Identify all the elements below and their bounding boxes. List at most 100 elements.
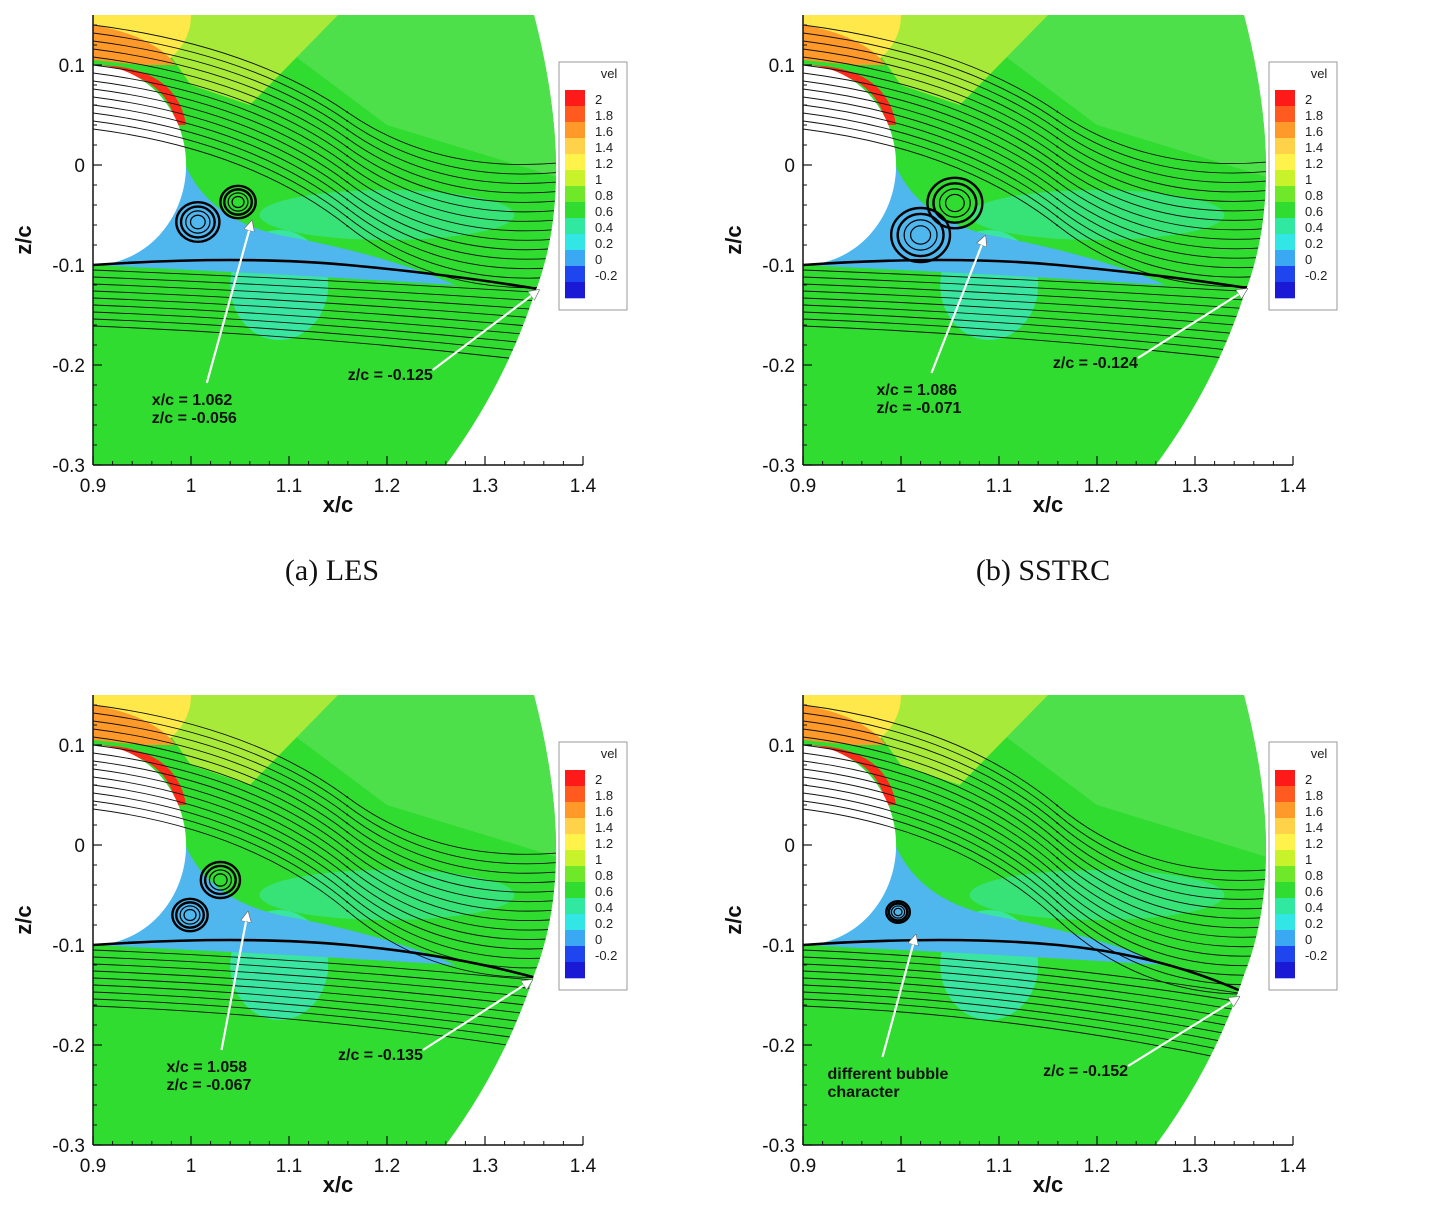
panel-caption: (b) SSTRC xyxy=(976,554,1110,587)
y-tick-label: -0.2 xyxy=(762,1036,795,1057)
legend-label: 0.8 xyxy=(595,868,613,883)
legend-label: -0.2 xyxy=(595,948,617,963)
annotation-arrow xyxy=(432,290,539,371)
y-tick-label: 0 xyxy=(784,836,795,857)
streamline xyxy=(93,720,557,874)
streamline xyxy=(803,311,1267,349)
streamline xyxy=(803,276,1267,304)
legend-swatch xyxy=(565,770,585,787)
x-tick-label: 0.9 xyxy=(80,476,106,497)
yellowgreen-zone xyxy=(852,695,1048,785)
velocity-field xyxy=(803,15,1267,465)
y-tick-label: -0.1 xyxy=(52,936,85,957)
streamline xyxy=(803,736,1267,910)
x-tick-label: 1.2 xyxy=(1084,1156,1110,1177)
annotation-text: x/c = 1.086 xyxy=(877,382,958,399)
annotation-text: z/c = -0.071 xyxy=(877,400,962,417)
legend-swatch xyxy=(565,218,585,235)
shear-patch xyxy=(259,190,515,240)
legend-swatch xyxy=(565,898,585,915)
legend-label: 1.2 xyxy=(1305,156,1323,171)
x-tick-label: 1.2 xyxy=(1084,476,1110,497)
legend-label: 1.4 xyxy=(1305,140,1323,155)
legend-swatch xyxy=(1275,170,1295,187)
annotation-2: z/c = -0.135 xyxy=(338,980,532,1064)
legend-label: 1.6 xyxy=(1305,804,1323,819)
legend-label: 1.8 xyxy=(595,108,613,123)
legend-label: 1.8 xyxy=(1305,788,1323,803)
legend-label: 1.6 xyxy=(1305,124,1323,139)
legend-swatch xyxy=(565,282,585,299)
shear-patch xyxy=(969,870,1225,920)
streamline xyxy=(803,24,1267,165)
x-tick-label: 1 xyxy=(896,476,907,497)
streamline xyxy=(93,40,557,184)
vortex-ring xyxy=(179,905,201,925)
streamlines xyxy=(803,24,1267,367)
legend-label: 0 xyxy=(1305,932,1312,947)
legend-title: vel xyxy=(601,746,618,761)
vortex-ring xyxy=(183,908,197,922)
legend-swatch xyxy=(1275,250,1295,267)
streamline xyxy=(93,48,557,194)
legend-label: 0.6 xyxy=(1305,884,1323,899)
annotation-text: z/c = -0.124 xyxy=(1053,355,1138,372)
annotation-text: z/c = -0.125 xyxy=(348,367,433,384)
vortex-ring xyxy=(189,214,206,230)
vortex-ring xyxy=(903,219,938,251)
y-tick-label: -0.3 xyxy=(52,456,85,477)
streamline xyxy=(93,956,557,995)
legend-label: 1.4 xyxy=(595,140,613,155)
legend-label: 0.8 xyxy=(595,188,613,203)
streamline xyxy=(93,96,557,251)
legend-swatch xyxy=(1275,962,1295,979)
x-tick-label: 1.4 xyxy=(1280,476,1307,497)
legend-label: 0.8 xyxy=(1305,868,1323,883)
streamline xyxy=(93,64,557,213)
x-tick-label: 0.9 xyxy=(790,1156,816,1177)
y-tick-label: 0.1 xyxy=(769,56,795,77)
legend-label: -0.2 xyxy=(1305,268,1327,283)
x-tick-label: 1.1 xyxy=(276,1156,302,1177)
streamline xyxy=(803,949,1267,1003)
legend-label: 1.8 xyxy=(595,788,613,803)
streamline xyxy=(803,80,1267,231)
panel-caption: (a) LES xyxy=(285,554,379,587)
legend-swatch xyxy=(565,154,585,171)
contour-panel-1: 0.9 1 1.1 1.2 1.3 1.4 0.1 0 -0.1 -0.2 -0.3 x/c z/c ve… xyxy=(11,15,628,517)
legend-label: 0 xyxy=(595,252,602,267)
yellowgreen-zone xyxy=(142,15,338,105)
legend-swatch xyxy=(1275,834,1295,851)
legend-label: 0 xyxy=(1305,252,1312,267)
streamline xyxy=(803,96,1267,250)
vortex-ring xyxy=(213,873,228,887)
y-tick-label: -0.3 xyxy=(762,456,795,477)
contour-panel-4: 0.9 1 1.1 1.2 1.3 1.4 0.1 0 -0.1 -0.2 -0.3 x/c z/c ve… xyxy=(721,695,1338,1197)
streamline xyxy=(803,768,1267,948)
legend-label: -0.2 xyxy=(1305,948,1327,963)
legend-swatch xyxy=(565,930,585,947)
y-tick-label: -0.1 xyxy=(762,256,795,277)
x-tick-label: 1.1 xyxy=(986,476,1012,497)
x-tick-label: 0.9 xyxy=(80,1156,106,1177)
annotation-2: z/c = -0.124 xyxy=(1053,289,1247,372)
legend-label: 0.2 xyxy=(595,916,613,931)
streamline xyxy=(93,104,557,260)
streamline xyxy=(93,752,557,912)
x-tick-label: 1.4 xyxy=(570,1156,597,1177)
streamline xyxy=(803,776,1267,957)
vortex-ring xyxy=(175,901,205,929)
streamline xyxy=(803,283,1267,313)
legend-label: 0.6 xyxy=(595,204,613,219)
x-tick-label: 1.4 xyxy=(570,476,597,497)
vortex-ring xyxy=(926,176,984,230)
streamline xyxy=(803,728,1267,900)
streamline xyxy=(803,808,1267,995)
colorbar-legend: vel 21.81.61.41.210.80.60.40.20-0.2 xyxy=(558,741,628,991)
vortex-ring xyxy=(944,193,965,213)
vortex-ring xyxy=(910,225,932,245)
colorbar-legend: vel 21.81.61.41.210.80.60.40.20-0.2 xyxy=(1268,741,1338,991)
